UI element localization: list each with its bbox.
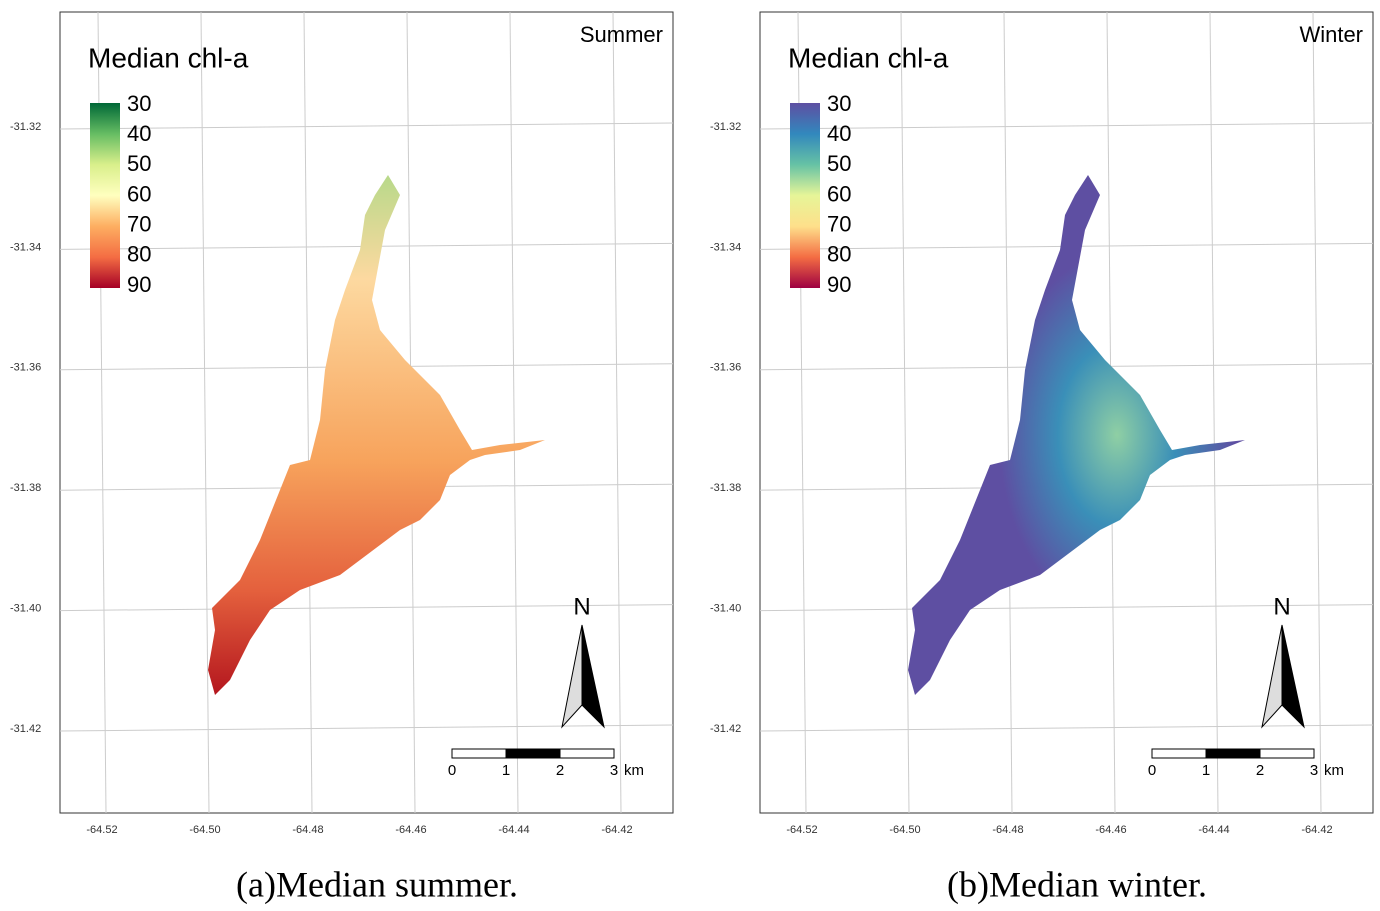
lon-label: -64.48 (292, 824, 323, 836)
caption: (b)Median winter. (947, 864, 1207, 904)
legend-tick: 90 (827, 272, 851, 297)
legend-tick: 80 (827, 242, 851, 267)
north-arrow-right (581, 624, 605, 729)
legend-tick: 40 (827, 121, 851, 146)
scale-segment (1205, 748, 1261, 759)
legend-title: Median chl-a (788, 42, 949, 73)
graticule (1312, 11, 1322, 814)
lon-label: -64.46 (395, 824, 426, 836)
lon-label: -64.52 (86, 824, 117, 836)
lat-label: -31.38 (10, 482, 41, 494)
map-panel: -31.32 -31.34 -31.36 -31.38 -31.40 -31.42 -64.… (10, 11, 674, 904)
legend-tick: 60 (127, 181, 151, 206)
lat-label: -31.36 (710, 362, 741, 374)
lon-label: -64.44 (1198, 824, 1229, 836)
lon-label: -64.52 (786, 824, 817, 836)
lake (208, 175, 545, 695)
caption: (a)Median summer. (236, 864, 518, 904)
legend-tick: 50 (127, 151, 151, 176)
graticule (200, 11, 210, 814)
graticule (759, 122, 1374, 130)
graticule (1209, 11, 1219, 814)
legend-bar (790, 103, 820, 288)
scale-label: 1 (1202, 762, 1210, 779)
scale-label: 2 (556, 762, 564, 779)
legend-tick: 40 (127, 121, 151, 146)
lake (908, 175, 1245, 695)
legend-tick: 90 (127, 272, 151, 297)
north-arrow-right (1281, 624, 1305, 729)
legend-tick: 70 (827, 211, 851, 236)
scale-segment (559, 748, 615, 759)
graticule (759, 604, 1374, 612)
graticule (59, 724, 674, 732)
legend-tick: 60 (827, 181, 851, 206)
lon-label: -64.42 (601, 824, 632, 836)
lat-label: -31.42 (710, 723, 741, 735)
lat-label: -31.32 (10, 121, 41, 133)
graticule (59, 122, 674, 130)
north-label: N (573, 593, 590, 620)
graticule (509, 11, 519, 814)
lat-label: -31.42 (10, 723, 41, 735)
graticule (612, 11, 622, 814)
scale-unit: km (1324, 762, 1344, 779)
scale-unit: km (624, 762, 644, 779)
scale-label: 3 (610, 762, 618, 779)
scale-label: 3 (1310, 762, 1318, 779)
legend-title: Median chl-a (88, 42, 249, 73)
graticule (59, 604, 674, 612)
lat-label: -31.38 (710, 482, 741, 494)
legend-tick: 30 (127, 91, 151, 116)
scale-segment (451, 748, 507, 759)
scale-label: 0 (448, 762, 456, 779)
lat-label: -31.34 (10, 241, 41, 253)
lat-label: -31.32 (710, 121, 741, 133)
graticule (759, 724, 1374, 732)
lat-label: -31.34 (710, 241, 741, 253)
map-panel: -31.32 -31.34 -31.36 -31.38 -31.40 -31.42 -64.… (710, 11, 1374, 904)
scale-segment (505, 748, 561, 759)
lon-label: -64.50 (889, 824, 920, 836)
scale-label: 2 (1256, 762, 1264, 779)
scale-segment (1151, 748, 1207, 759)
scale-label: 0 (1148, 762, 1156, 779)
graticule (900, 11, 910, 814)
lon-label: -64.44 (498, 824, 529, 836)
graticule (1003, 11, 1013, 814)
lon-label: -64.42 (1301, 824, 1332, 836)
lon-label: -64.48 (992, 824, 1023, 836)
legend-bar (90, 103, 120, 288)
lat-label: -31.40 (10, 603, 41, 615)
lon-label: -64.50 (189, 824, 220, 836)
legend-tick: 30 (827, 91, 851, 116)
season-label: Summer (580, 22, 663, 47)
lat-label: -31.40 (710, 603, 741, 615)
legend-tick: 80 (127, 242, 151, 267)
lon-label: -64.46 (1095, 824, 1126, 836)
graticule (303, 11, 313, 814)
legend-tick: 70 (127, 211, 151, 236)
legend-tick: 50 (827, 151, 851, 176)
lat-label: -31.36 (10, 362, 41, 374)
north-label: N (1273, 593, 1290, 620)
scale-label: 1 (502, 762, 510, 779)
scale-segment (1259, 748, 1315, 759)
season-label: Winter (1299, 22, 1363, 47)
